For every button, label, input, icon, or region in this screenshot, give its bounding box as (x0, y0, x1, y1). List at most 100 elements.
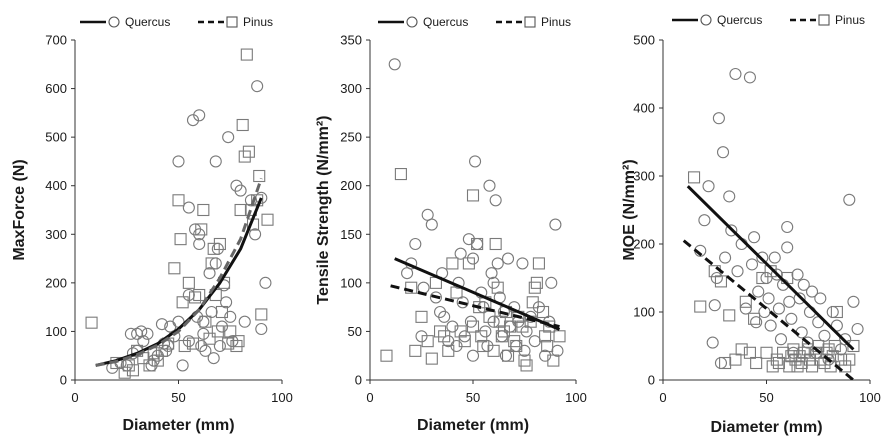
quercus-point (851, 322, 864, 336)
y-tick-label: 300 (340, 81, 362, 96)
quercus-point (106, 361, 119, 374)
pinus-point (242, 145, 255, 158)
chart-panel-2: 0 50 100 150 200 250 300 350 0 50 100 Diameter (mm)… (315, 15, 587, 434)
pinus-point (483, 310, 496, 323)
quercus-point (479, 325, 492, 338)
pinus-point (462, 257, 475, 270)
quercus-point (698, 214, 711, 227)
pinus-point (238, 150, 251, 163)
pinus-point (532, 257, 545, 270)
pinus-point (810, 346, 823, 359)
pinus-point (477, 339, 490, 353)
quercus-point (131, 327, 144, 340)
x-axis-title: Diameter (mm) (710, 419, 822, 436)
quercus-point (209, 155, 222, 168)
y-tick-label: 300 (633, 169, 655, 184)
quercus-point (234, 184, 247, 197)
quercus-point (182, 335, 195, 348)
quercus-point (409, 237, 422, 251)
quercus-point (818, 329, 831, 342)
quercus-fit-line (394, 257, 561, 331)
legend-circle-marker (406, 16, 418, 28)
pinus-point (729, 353, 742, 366)
quercus-point (768, 251, 781, 264)
pinus-point (224, 325, 237, 338)
quercus-point (450, 339, 463, 353)
quercus-point (781, 241, 794, 254)
y-tick-label: 600 (45, 81, 67, 96)
quercus-point (706, 336, 719, 349)
legend-label: Quercus (423, 15, 468, 29)
pinus-point (547, 354, 560, 367)
y-tick-label: 350 (340, 33, 362, 48)
pinus-point (186, 337, 200, 350)
pinus-point (803, 353, 817, 366)
pinus-point (687, 171, 701, 184)
pinus-point (797, 346, 810, 359)
pinus-point (735, 343, 748, 356)
quercus-point (199, 344, 212, 357)
quercus-point (446, 320, 459, 333)
quercus-point (762, 292, 775, 305)
legend-label: Pinus (541, 15, 571, 29)
pinus-point (471, 237, 484, 251)
quercus-point (220, 296, 233, 309)
pinus-point (122, 359, 135, 372)
quercus-point (388, 58, 401, 71)
quercus-point (719, 251, 732, 264)
pinus-point (126, 364, 140, 377)
quercus-point (193, 237, 206, 251)
quercus-point (520, 325, 533, 338)
quercus-point (801, 336, 814, 349)
quercus-point (195, 339, 208, 353)
chart-panel-3: 0 100 200 300 400 500 0 50 100 Diameter (mm) MOE (… (621, 13, 881, 436)
pinus-point (520, 359, 533, 372)
pinus-point (118, 366, 131, 379)
pinus-point (178, 339, 191, 353)
pinus-fit-line (95, 177, 263, 367)
legend-entry-pinus: Pinus (496, 15, 571, 29)
y-tick-label: 400 (633, 101, 655, 116)
pinus-point (719, 356, 732, 370)
x-tick-label: 100 (271, 390, 293, 405)
pinus-point (714, 275, 728, 288)
quercus-point (172, 155, 185, 168)
pinus-point (195, 223, 208, 236)
pinus-point (193, 288, 206, 302)
pinus-point (530, 276, 543, 289)
x-axis-title: Diameter (mm) (122, 417, 234, 434)
pinus-point (438, 330, 451, 343)
pinus-point (510, 339, 523, 353)
y-tick-label: 300 (45, 227, 67, 242)
pinus-point (789, 353, 802, 366)
pinus-point (172, 194, 185, 207)
quercus-point (462, 233, 475, 246)
quercus-point (781, 220, 794, 234)
quercus-point (805, 285, 819, 298)
quercus-point (203, 267, 216, 280)
legend-square-marker (524, 16, 536, 28)
quercus-point (756, 251, 769, 264)
pinus-point (143, 359, 156, 372)
pinus-point (197, 203, 210, 217)
pinus-point (203, 332, 216, 345)
legend-entry-quercus: Quercus (80, 15, 170, 29)
x-tick-label: 100 (565, 390, 587, 405)
pinus-point (826, 350, 839, 363)
pinus-point (155, 344, 168, 357)
quercus-point (723, 190, 736, 203)
y-tick-label: 200 (340, 178, 362, 193)
quercus-point (141, 327, 154, 340)
pinus-point (743, 346, 756, 359)
y-tick-label: 500 (633, 33, 655, 48)
pinus-point (491, 281, 504, 294)
quercus-point (209, 257, 222, 270)
quercus-point (839, 333, 852, 346)
pinus-point (425, 352, 438, 365)
quercus-point (186, 114, 200, 127)
quercus-point (791, 268, 804, 281)
quercus-point (135, 325, 148, 338)
y-axis-title: MOE (N/mm²) (621, 159, 638, 260)
quercus-point (230, 179, 243, 192)
quercus-point (226, 335, 239, 348)
